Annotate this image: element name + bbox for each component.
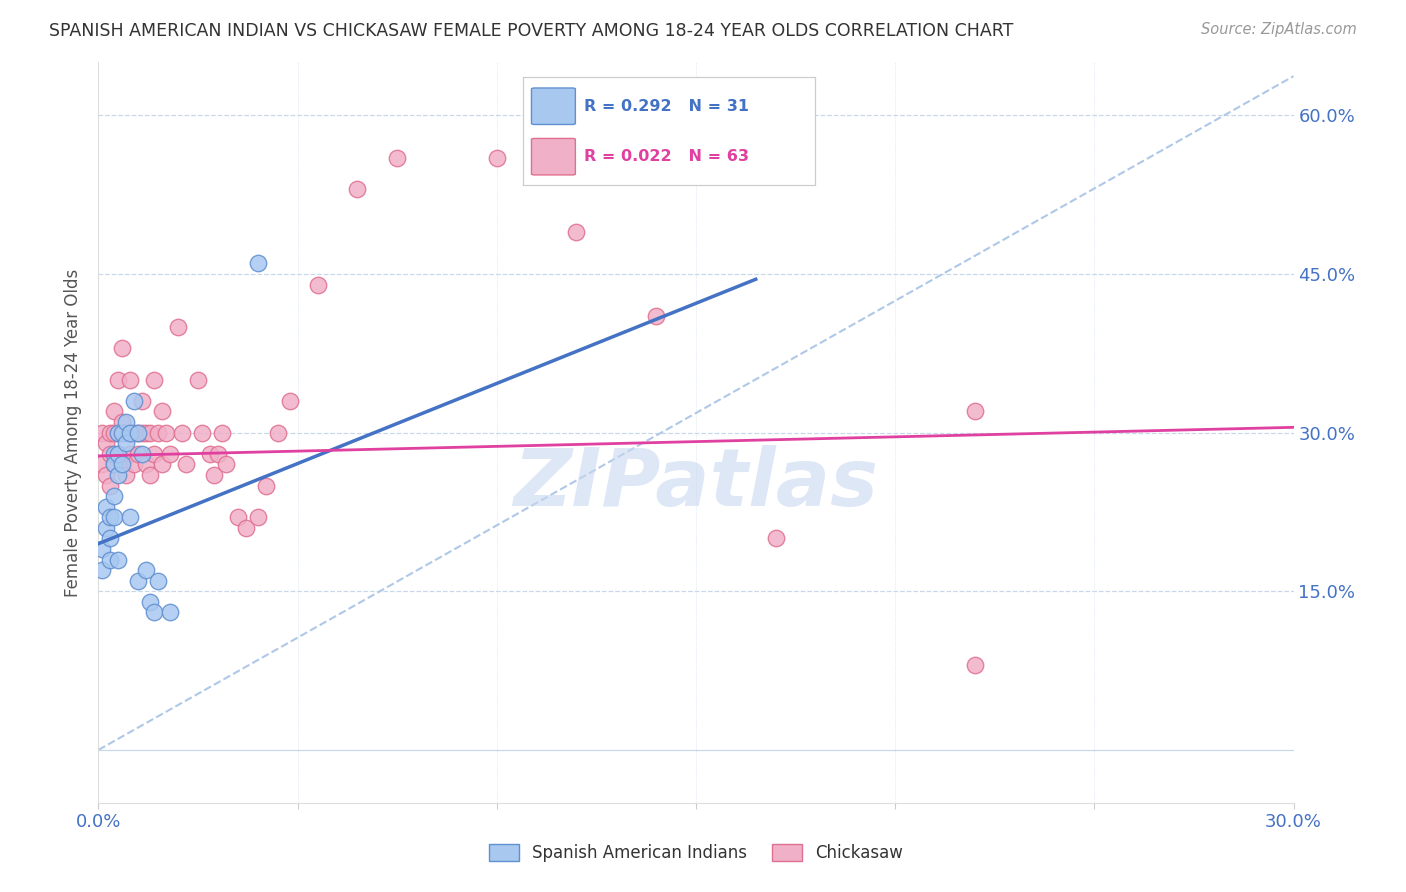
- Point: [207, 447, 229, 461]
- Point: [135, 563, 157, 577]
- Point: [120, 373, 142, 387]
- Point: [131, 393, 153, 408]
- Point: [91, 458, 114, 472]
- Point: [127, 425, 149, 440]
- Point: [120, 425, 142, 440]
- Point: [143, 606, 166, 620]
- Point: [198, 447, 221, 461]
- Point: [103, 404, 125, 418]
- Point: [485, 151, 508, 165]
- Point: [111, 341, 134, 355]
- Point: [98, 425, 122, 440]
- Point: [111, 425, 134, 440]
- Point: [246, 510, 269, 524]
- Point: [107, 552, 129, 566]
- Point: [98, 510, 122, 524]
- Point: [103, 510, 125, 524]
- Point: [172, 425, 194, 440]
- Point: [267, 425, 290, 440]
- Point: [111, 458, 134, 472]
- Point: [124, 393, 146, 408]
- Point: [91, 425, 114, 440]
- Point: [96, 500, 118, 514]
- Point: [191, 425, 214, 440]
- Point: [307, 277, 329, 292]
- Point: [246, 256, 269, 270]
- Point: [139, 425, 162, 440]
- Point: [143, 447, 166, 461]
- Point: [127, 425, 149, 440]
- Point: [111, 415, 134, 429]
- Point: [235, 521, 257, 535]
- Text: Source: ZipAtlas.com: Source: ZipAtlas.com: [1201, 22, 1357, 37]
- Point: [124, 425, 146, 440]
- Point: [107, 425, 129, 440]
- Point: [131, 425, 153, 440]
- Point: [135, 458, 157, 472]
- Point: [103, 489, 125, 503]
- Point: [150, 458, 173, 472]
- Point: [143, 373, 166, 387]
- Point: [765, 532, 787, 546]
- Point: [139, 595, 162, 609]
- Point: [96, 521, 118, 535]
- Point: [385, 151, 409, 165]
- Point: [107, 447, 129, 461]
- Point: [96, 436, 118, 450]
- Point: [127, 574, 149, 588]
- Point: [159, 447, 181, 461]
- Point: [167, 319, 190, 334]
- Point: [91, 541, 114, 556]
- Point: [202, 467, 225, 482]
- Point: [226, 510, 249, 524]
- Point: [96, 467, 118, 482]
- Point: [120, 510, 142, 524]
- Point: [645, 310, 668, 324]
- Point: [103, 458, 125, 472]
- Point: [103, 425, 125, 440]
- Y-axis label: Female Poverty Among 18-24 Year Olds: Female Poverty Among 18-24 Year Olds: [63, 268, 82, 597]
- Point: [187, 373, 209, 387]
- Text: ZIPatlas: ZIPatlas: [513, 445, 879, 524]
- Point: [215, 458, 238, 472]
- Point: [346, 182, 368, 196]
- Point: [98, 447, 122, 461]
- Point: [111, 458, 134, 472]
- Point: [124, 458, 146, 472]
- Point: [115, 467, 138, 482]
- Point: [103, 458, 125, 472]
- Point: [254, 478, 277, 492]
- Point: [174, 458, 197, 472]
- Point: [98, 532, 122, 546]
- Point: [963, 404, 986, 418]
- Point: [107, 447, 129, 461]
- Point: [120, 425, 142, 440]
- Point: [107, 425, 129, 440]
- Point: [139, 467, 162, 482]
- Point: [98, 478, 122, 492]
- Point: [98, 552, 122, 566]
- Legend: Spanish American Indians, Chickasaw: Spanish American Indians, Chickasaw: [482, 837, 910, 869]
- Point: [120, 447, 142, 461]
- Point: [565, 225, 588, 239]
- Point: [150, 404, 173, 418]
- Point: [135, 425, 157, 440]
- Point: [148, 574, 170, 588]
- Point: [91, 563, 114, 577]
- Point: [278, 393, 301, 408]
- Point: [115, 436, 138, 450]
- Point: [211, 425, 233, 440]
- Point: [115, 425, 138, 440]
- Point: [115, 415, 138, 429]
- Point: [131, 447, 153, 461]
- Point: [159, 606, 181, 620]
- Text: SPANISH AMERICAN INDIAN VS CHICKASAW FEMALE POVERTY AMONG 18-24 YEAR OLDS CORREL: SPANISH AMERICAN INDIAN VS CHICKASAW FEM…: [49, 22, 1014, 40]
- Point: [103, 447, 125, 461]
- Point: [155, 425, 177, 440]
- Point: [107, 373, 129, 387]
- Point: [148, 425, 170, 440]
- Point: [107, 467, 129, 482]
- Point: [127, 447, 149, 461]
- Point: [963, 658, 986, 673]
